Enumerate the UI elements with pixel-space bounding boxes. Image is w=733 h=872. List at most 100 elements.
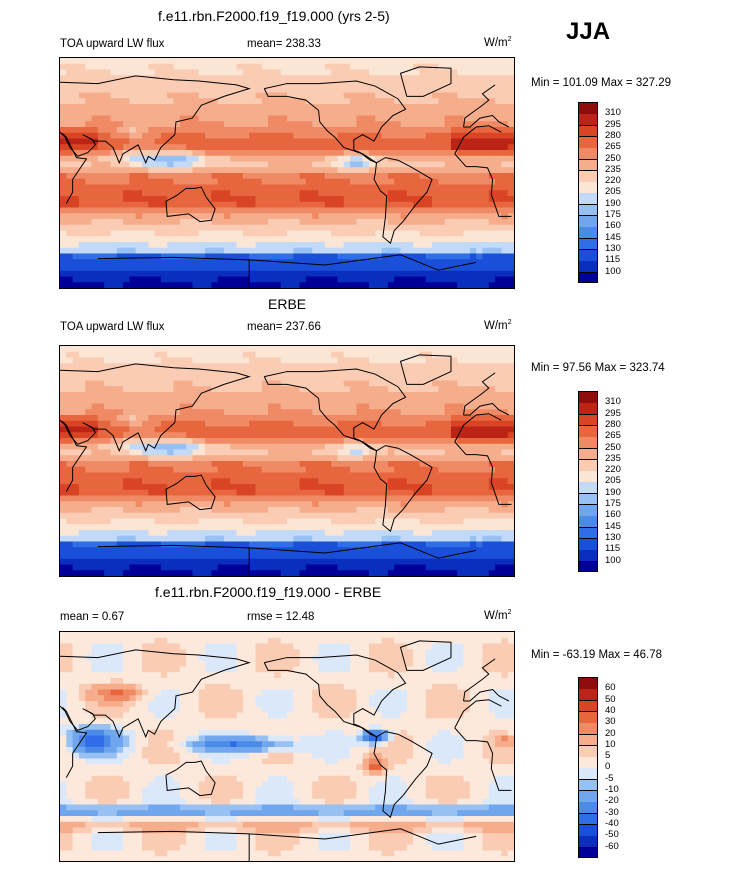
map-field-cell	[72, 253, 80, 260]
map-field-cell	[501, 109, 509, 117]
map-field-cell	[110, 426, 118, 433]
map-field-cell	[318, 69, 326, 76]
map-field-cell	[72, 397, 80, 405]
map-field-cell	[129, 104, 137, 111]
map-field-cell	[438, 501, 446, 508]
map-field-cell	[337, 230, 345, 237]
map-field-cell	[413, 415, 421, 422]
map-field-cell	[211, 150, 219, 157]
map-field-cell	[482, 201, 490, 209]
map-field-cell	[192, 351, 200, 359]
map-field-cell	[432, 397, 439, 405]
map-field-cell	[160, 196, 168, 203]
map-field-cell	[450, 374, 458, 382]
map-field-cell	[387, 259, 395, 266]
map-field-cell	[507, 242, 514, 249]
map-field-cell	[362, 466, 370, 474]
map-field-cell	[242, 230, 250, 237]
map-field-cell	[476, 282, 484, 288]
map-field-cell	[488, 242, 496, 249]
map-field-cell	[205, 478, 212, 485]
map-field-cell	[463, 242, 471, 249]
map-field-cell	[312, 276, 320, 283]
map-field-cell	[293, 501, 301, 508]
map-field-cell	[60, 265, 67, 272]
map-field-cell	[148, 81, 156, 88]
map-field-cell	[482, 58, 490, 65]
map-field-cell	[223, 224, 231, 232]
map-field-cell	[116, 443, 124, 451]
map-field-cell	[154, 495, 162, 502]
map-field-cell	[350, 178, 357, 186]
colorbar-cell	[578, 271, 598, 284]
map-field-cell	[173, 196, 181, 203]
map-field-cell	[362, 472, 370, 479]
map-field-cell	[104, 121, 112, 128]
map-field-cell	[60, 346, 67, 353]
map-field-cell	[312, 259, 320, 266]
map-field-cell	[287, 242, 294, 249]
map-field-cell	[78, 461, 86, 468]
map-field-cell	[160, 386, 168, 393]
map-field-cell	[123, 346, 130, 353]
map-field-cell	[312, 346, 320, 353]
map-field-cell	[110, 461, 118, 468]
map-field-cell	[85, 127, 93, 134]
map-field-cell	[192, 420, 200, 428]
map-field-cell	[242, 403, 250, 410]
map-field-cell	[85, 392, 93, 399]
map-field-cell	[419, 69, 427, 76]
map-field-cell	[463, 489, 471, 497]
map-field-cell	[186, 466, 194, 474]
map-field-cell	[91, 397, 99, 405]
map-field-cell	[305, 115, 313, 122]
map-field-cell	[413, 190, 421, 197]
map-field-cell	[167, 230, 175, 237]
map-field-cell	[507, 415, 514, 422]
map-field-cell	[236, 92, 244, 99]
map-field-cell	[368, 346, 376, 353]
map-field-cell	[186, 92, 194, 99]
map-field-cell	[230, 259, 238, 266]
map-field-cell	[66, 138, 74, 145]
map-field-cell	[261, 115, 269, 122]
map-field-cell	[381, 489, 389, 497]
map-field-cell	[91, 420, 99, 428]
map-field-cell	[123, 466, 130, 474]
map-field-cell	[299, 86, 307, 94]
map-field-cell	[78, 420, 86, 428]
map-field-cell	[450, 426, 458, 433]
map-field-cell	[242, 495, 250, 502]
map-field-cell	[457, 489, 465, 497]
map-field-cell	[413, 276, 421, 283]
map-field-cell	[91, 455, 99, 462]
map-field-cell	[60, 109, 67, 117]
map-field-cell	[476, 420, 484, 428]
map-field-cell	[173, 495, 181, 502]
map-field-cell	[198, 270, 206, 278]
map-field-cell	[457, 455, 465, 462]
map-field-cell	[381, 351, 389, 359]
map-field-cell	[381, 173, 389, 180]
map-field-cell	[255, 472, 263, 479]
map-field-cell	[305, 213, 313, 220]
map-field-cell	[312, 392, 320, 399]
map-field-cell	[135, 438, 143, 445]
map-field-cell	[343, 121, 351, 128]
map-field-cell	[211, 270, 219, 278]
map-field-cell	[255, 403, 263, 410]
map-field-cell	[198, 167, 206, 174]
map-field-cell	[463, 495, 471, 502]
map-field-cell	[463, 363, 471, 370]
map-field-cell	[173, 224, 181, 232]
map-field-cell	[450, 242, 458, 249]
map-field-cell	[432, 461, 439, 468]
map-field-cell	[148, 184, 156, 191]
map-field-cell	[381, 276, 389, 283]
map-field-cell	[356, 409, 364, 416]
map-field-cell	[457, 86, 465, 94]
map-field-cell	[110, 75, 118, 82]
map-field-cell	[154, 247, 162, 255]
map-field-cell	[104, 98, 112, 105]
map-field-cell	[482, 224, 490, 232]
